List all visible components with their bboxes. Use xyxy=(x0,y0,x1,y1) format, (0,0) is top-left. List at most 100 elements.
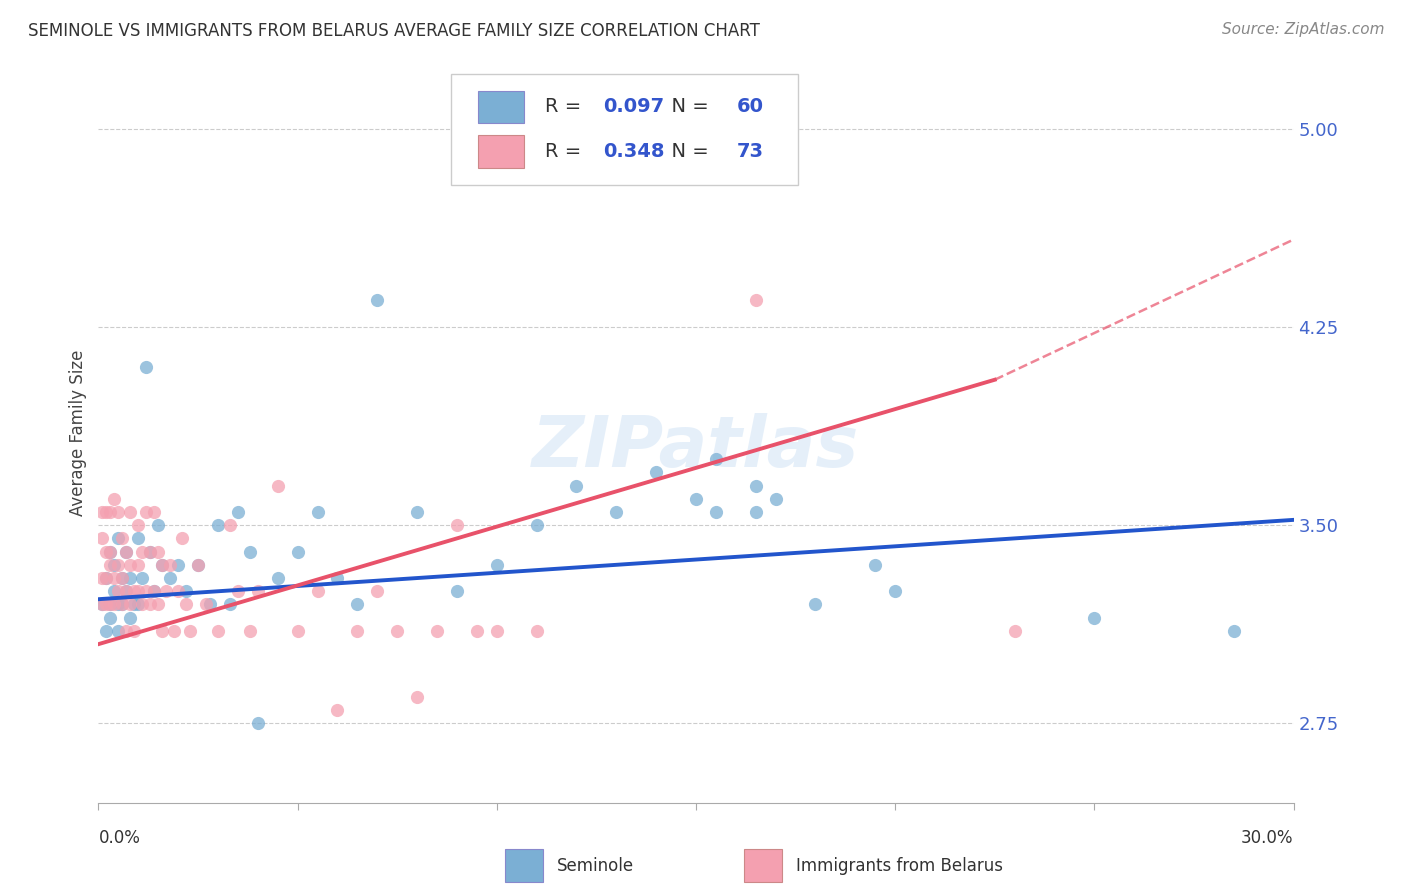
Point xyxy=(91,571,114,585)
Point xyxy=(107,505,129,519)
Point xyxy=(565,478,588,492)
Point xyxy=(226,505,249,519)
Point xyxy=(645,465,668,479)
Point xyxy=(131,544,153,558)
Point xyxy=(167,584,190,599)
Point xyxy=(150,558,173,572)
Point xyxy=(98,598,122,612)
Point xyxy=(120,505,142,519)
Text: Source: ZipAtlas.com: Source: ZipAtlas.com xyxy=(1222,22,1385,37)
Point xyxy=(150,558,173,572)
Text: 73: 73 xyxy=(737,142,763,161)
Point xyxy=(267,478,290,492)
Point xyxy=(143,505,166,519)
Point xyxy=(127,518,149,533)
Point xyxy=(131,598,153,612)
Point xyxy=(135,584,157,599)
Point xyxy=(526,624,548,638)
Point xyxy=(139,544,162,558)
Point xyxy=(148,544,170,558)
Point xyxy=(111,571,134,585)
Point xyxy=(207,624,229,638)
Point xyxy=(174,584,197,599)
Point xyxy=(884,584,907,599)
Point xyxy=(239,624,262,638)
Point xyxy=(804,598,827,612)
Point xyxy=(446,584,468,599)
Point xyxy=(865,558,887,572)
Point xyxy=(96,624,118,638)
Point xyxy=(172,532,194,546)
Point xyxy=(704,505,727,519)
Point xyxy=(98,598,122,612)
Point xyxy=(704,452,727,467)
Point xyxy=(98,544,122,558)
Point xyxy=(103,558,125,572)
Point xyxy=(366,293,388,308)
Point xyxy=(96,571,118,585)
Point xyxy=(346,624,368,638)
Point xyxy=(98,558,122,572)
Point xyxy=(485,624,508,638)
Point xyxy=(111,598,134,612)
Point xyxy=(307,505,329,519)
Point xyxy=(127,532,149,546)
Point xyxy=(103,571,125,585)
Point xyxy=(127,598,149,612)
Point xyxy=(96,598,118,612)
Point xyxy=(406,690,429,704)
Point xyxy=(139,598,162,612)
Point xyxy=(115,624,138,638)
Point xyxy=(111,598,134,612)
Point xyxy=(287,544,309,558)
Point xyxy=(326,703,349,717)
Point xyxy=(246,716,269,731)
Point xyxy=(98,544,122,558)
Point xyxy=(107,532,129,546)
Point xyxy=(446,518,468,533)
Point xyxy=(124,584,146,599)
Point xyxy=(120,598,142,612)
Text: ZIPatlas: ZIPatlas xyxy=(533,413,859,482)
Point xyxy=(187,558,209,572)
Point xyxy=(103,491,125,506)
Point xyxy=(239,544,262,558)
FancyBboxPatch shape xyxy=(478,91,524,123)
Point xyxy=(148,598,170,612)
Point xyxy=(120,571,142,585)
FancyBboxPatch shape xyxy=(451,73,797,185)
Point xyxy=(127,584,149,599)
Point xyxy=(745,505,768,519)
Point xyxy=(226,584,249,599)
Text: R =: R = xyxy=(546,97,588,116)
Text: N =: N = xyxy=(659,142,714,161)
Point xyxy=(406,505,429,519)
Point xyxy=(426,624,449,638)
Point xyxy=(1004,624,1026,638)
Text: 60: 60 xyxy=(737,97,763,116)
Point xyxy=(765,491,787,506)
Point xyxy=(526,518,548,533)
Text: R =: R = xyxy=(546,142,588,161)
Point xyxy=(143,584,166,599)
Point xyxy=(91,532,114,546)
Point xyxy=(107,558,129,572)
Point xyxy=(1083,611,1105,625)
Point xyxy=(96,571,118,585)
Point xyxy=(485,558,508,572)
FancyBboxPatch shape xyxy=(478,135,524,168)
Point xyxy=(135,359,157,374)
Point xyxy=(174,598,197,612)
Point xyxy=(605,505,627,519)
Point xyxy=(103,584,125,599)
Point xyxy=(127,558,149,572)
Point xyxy=(207,518,229,533)
Point xyxy=(120,611,142,625)
Point xyxy=(115,584,138,599)
Text: 0.097: 0.097 xyxy=(603,97,664,116)
Point xyxy=(107,624,129,638)
FancyBboxPatch shape xyxy=(505,849,543,882)
Point xyxy=(287,624,309,638)
Point xyxy=(120,558,142,572)
Text: N =: N = xyxy=(659,97,714,116)
